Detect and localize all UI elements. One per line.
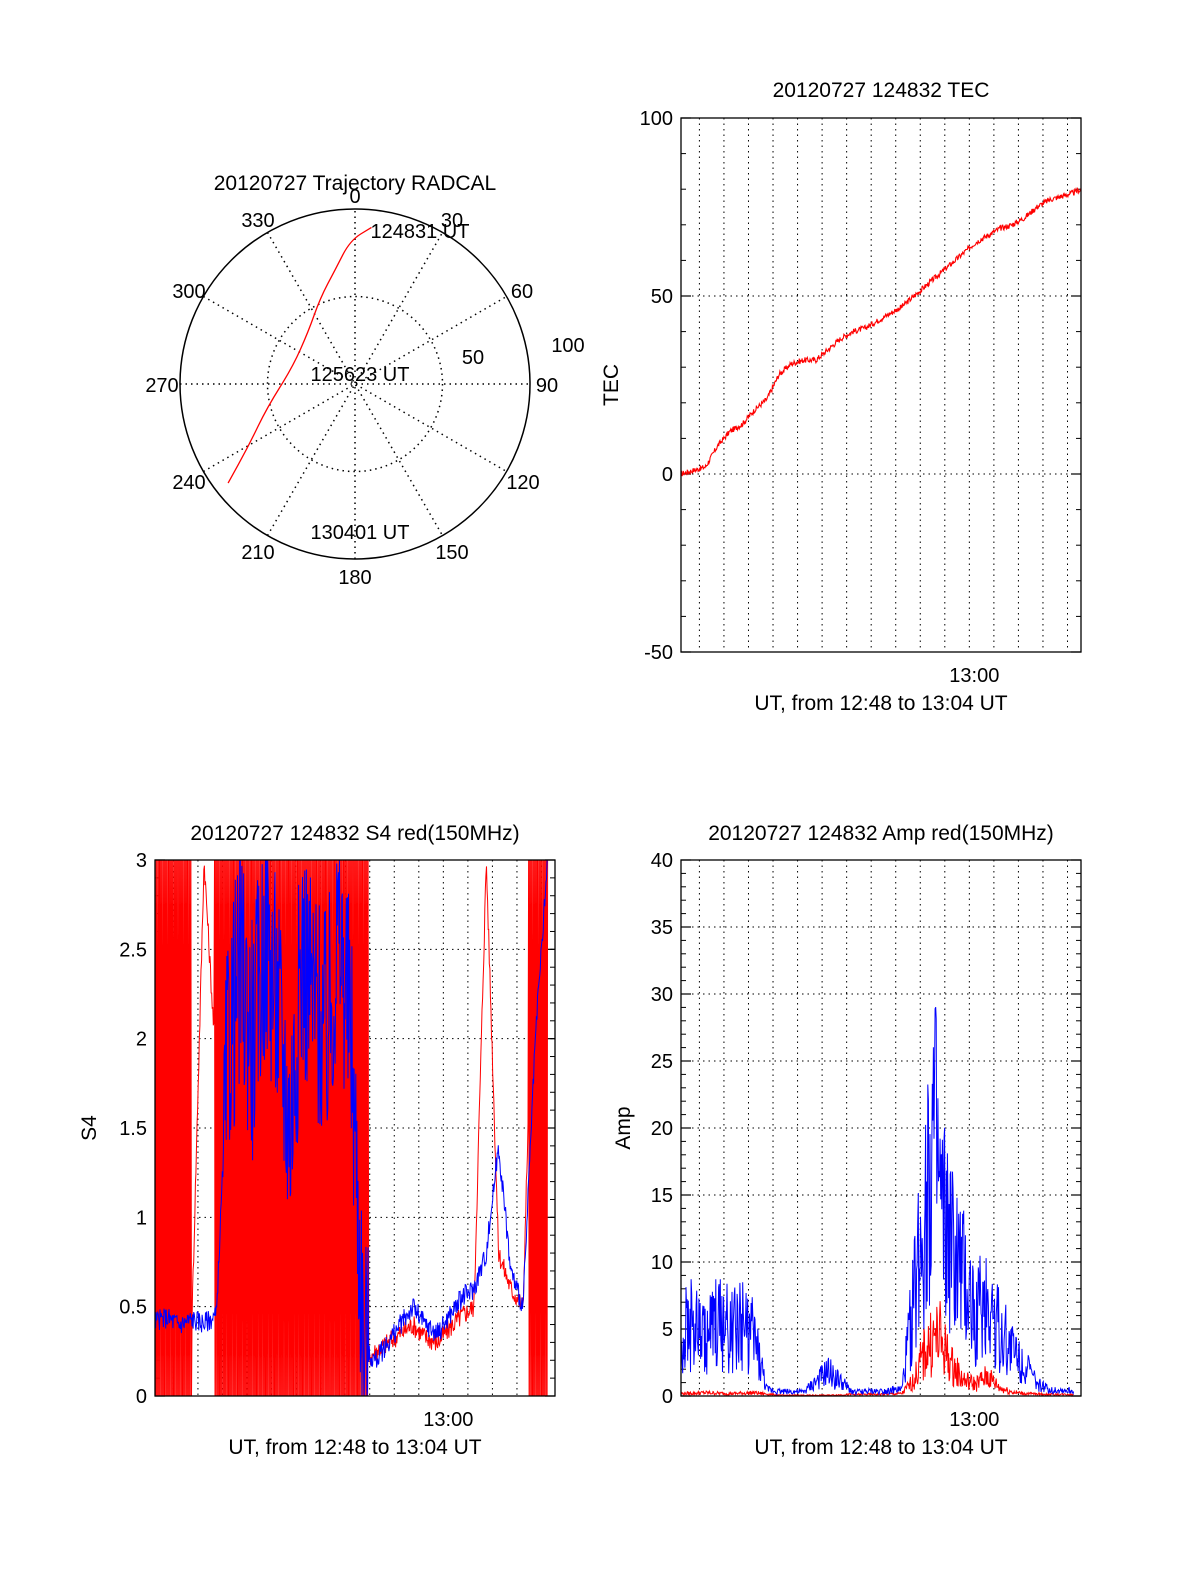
tec-axis-box (680, 117, 1082, 653)
trajectory-annotation: 124831 UT (371, 221, 470, 243)
radius-label-50: 50 (462, 347, 484, 369)
tec-ytick-label: 100 (640, 108, 673, 130)
s4-series-blue (155, 860, 548, 1396)
trajectory-annotation: 125623 UT (311, 364, 410, 386)
amp-axis-box (680, 859, 1082, 1397)
s4-ytick-label: 0 (136, 1386, 147, 1408)
s4-title: 20120727 124832 S4 red(150MHz) (190, 822, 519, 845)
tec-series-red (681, 186, 1081, 477)
s4-ytick-label: 3 (136, 850, 147, 872)
azimuth-label-90: 90 (536, 375, 558, 397)
tec-ytick-label: 0 (662, 464, 673, 486)
polar-spoke (203, 295, 507, 473)
trajectory-line (227, 226, 372, 484)
s4-ytick-label: 2.5 (119, 939, 147, 961)
polar-spoke (266, 232, 444, 536)
tec-ylabel: TEC (600, 364, 623, 406)
s4-ylabel: S4 (78, 1115, 101, 1141)
tec-ytick-label: -50 (644, 642, 673, 664)
polar-spoke (203, 295, 507, 473)
s4-xlabel: UT, from 12:48 to 13:04 UT (228, 1436, 481, 1459)
tec-xlabel: UT, from 12:48 to 13:04 UT (754, 692, 1007, 715)
tec-ytick-label: 50 (651, 286, 673, 308)
azimuth-label-240: 240 (172, 472, 205, 494)
tec-xtick-label: 13:00 (949, 665, 999, 687)
amp-series-blue (681, 1007, 1075, 1396)
amp-ytick-label: 20 (651, 1118, 673, 1140)
azimuth-label-180: 180 (338, 567, 371, 589)
polar-grid-circle (266, 295, 444, 473)
amp-xtick-label: 13:00 (949, 1409, 999, 1431)
amp-ytick-label: 0 (662, 1386, 673, 1408)
azimuth-label-120: 120 (506, 472, 539, 494)
azimuth-label-150: 150 (435, 542, 468, 564)
azimuth-label-300: 300 (172, 281, 205, 303)
azimuth-label-270: 270 (145, 375, 178, 397)
amp-ytick-label: 25 (651, 1051, 673, 1073)
amp-ytick-label: 40 (651, 850, 673, 872)
amp-title: 20120727 124832 Amp red(150MHz) (708, 822, 1054, 845)
amp-ytick-label: 5 (662, 1319, 673, 1341)
amp-xlabel: UT, from 12:48 to 13:04 UT (754, 1436, 1007, 1459)
amp-ytick-label: 30 (651, 984, 673, 1006)
radius-label-100: 100 (551, 335, 584, 357)
s4-axis-box (154, 859, 556, 1397)
amp-ytick-label: 35 (651, 917, 673, 939)
s4-ytick-label: 2 (136, 1029, 147, 1051)
azimuth-label-330: 330 (241, 210, 274, 232)
azimuth-label-30: 30 (441, 210, 463, 232)
trajectory-annotation: 130401 UT (311, 522, 410, 544)
s4-ytick-label: 1 (136, 1207, 147, 1229)
s4-ytick-label: 1.5 (119, 1118, 147, 1140)
s4-xtick-label: 13:00 (423, 1409, 473, 1431)
amp-ytick-label: 10 (651, 1252, 673, 1274)
s4-series-red (155, 860, 549, 1396)
amp-ytick-label: 15 (651, 1185, 673, 1207)
azimuth-label-60: 60 (511, 281, 533, 303)
amp-series-red (681, 1301, 1074, 1396)
amp-ylabel: Amp (612, 1106, 635, 1149)
tec-title: 20120727 124832 TEC (773, 79, 990, 102)
azimuth-label-210: 210 (241, 542, 274, 564)
polar-spoke (266, 232, 444, 536)
s4-ytick-label: 0.5 (119, 1297, 147, 1319)
azimuth-label-0: 0 (349, 186, 360, 208)
polar-title: 20120727 Trajectory RADCAL (214, 172, 497, 195)
